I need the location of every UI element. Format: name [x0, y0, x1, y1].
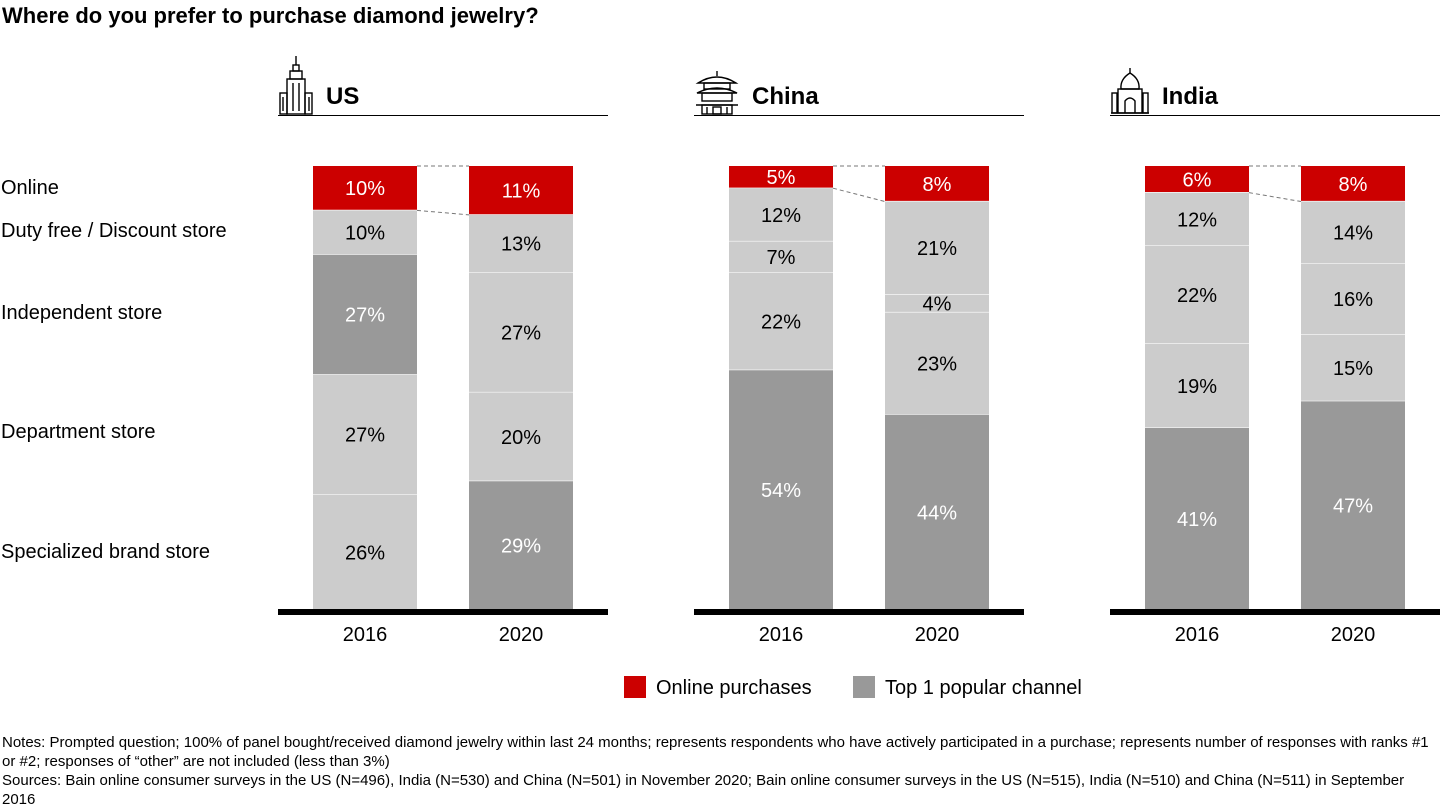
- bar-segment-us-2020-1: [469, 214, 573, 273]
- data-label-china-2016-3: 22%: [761, 311, 801, 333]
- bar-segment-india-2020-3: [1301, 334, 1405, 402]
- data-label-us-2020-0: 11%: [502, 180, 541, 202]
- data-label-china-2020-1: 21%: [917, 238, 957, 260]
- bar-segment-china-2016-2: [729, 241, 833, 273]
- data-label-china-2020-3: 23%: [917, 354, 957, 376]
- bar-segment-india-2016-4: [1145, 427, 1249, 610]
- bar-segment-india-2020-0: [1301, 166, 1405, 202]
- baseline-china: [694, 609, 1024, 615]
- data-label-china-2016-0: 5%: [767, 167, 796, 189]
- row-label-specialized: Specialized brand store: [1, 541, 211, 563]
- footnotes: Notes: Prompted question; 100% of panel …: [2, 733, 1434, 809]
- panel-title-us: US: [326, 83, 360, 110]
- row-label-duty-free: Duty free / Discount store: [1, 220, 227, 242]
- legend-swatch-online: [624, 676, 646, 698]
- bar-segment-us-2016-0: [313, 166, 417, 211]
- data-label-india-2016-4: 41%: [1177, 509, 1217, 531]
- bar-segment-india-2020-4: [1301, 401, 1405, 610]
- data-label-india-2020-2: 16%: [1333, 289, 1373, 311]
- data-label-us-2020-2: 27%: [501, 323, 541, 345]
- data-label-india-2016-2: 22%: [1177, 285, 1217, 307]
- baseline-us: [278, 609, 608, 615]
- data-label-india-2016-1: 12%: [1177, 209, 1217, 231]
- x-tick-label-china-2020: 2020: [915, 624, 960, 646]
- bar-segment-us-2016-1: [313, 210, 417, 255]
- data-label-india-2020-1: 14%: [1333, 223, 1373, 245]
- stacked-bar-charts: 10% 10% 27% 27% 26% 2016 11% 13% 27% 20% 29% 2020 5%…: [278, 165, 1440, 646]
- panel-header-india: India: [1110, 56, 1440, 116]
- data-label-india-2016-0: 6%: [1183, 169, 1212, 191]
- x-tick-label-us-2016: 2016: [343, 624, 388, 646]
- bar-segment-us-2020-4: [469, 481, 573, 610]
- x-tick-label-india-2020: 2020: [1331, 624, 1376, 646]
- data-label-india-2020-3: 15%: [1333, 358, 1373, 380]
- panel-title-india: India: [1162, 83, 1219, 110]
- data-label-us-2020-1: 13%: [501, 234, 541, 256]
- notes-text: Notes: Prompted question; 100% of panel …: [2, 734, 1429, 770]
- panel-title-china: China: [752, 83, 819, 110]
- bar-segment-india-2020-2: [1301, 263, 1405, 335]
- panel-divider: [278, 115, 608, 116]
- bar-segment-us-2020-2: [469, 272, 573, 393]
- bar-segment-us-2016-2: [313, 254, 417, 375]
- bar-segment-china-2016-0: [729, 166, 833, 189]
- bar-segment-china-2020-2: [885, 294, 989, 313]
- data-label-india-2020-0: 8%: [1339, 174, 1368, 196]
- bar-segment-us-2016-3: [313, 374, 417, 495]
- x-tick-label-india-2016: 2016: [1175, 624, 1220, 646]
- chart-title: Where do you prefer to purchase diamond …: [2, 3, 539, 28]
- data-label-india-2020-4: 47%: [1333, 496, 1373, 518]
- bar-segment-china-2016-1: [729, 188, 833, 242]
- data-label-us-2020-3: 20%: [501, 427, 541, 449]
- data-label-china-2020-2: 4%: [923, 294, 952, 316]
- data-label-us-2016-4: 26%: [345, 542, 385, 564]
- row-label-department: Department store: [1, 421, 156, 443]
- online-connector-bottom: [832, 187, 886, 203]
- legend-label-top-channel: Top 1 popular channel: [885, 677, 1082, 699]
- data-label-us-2016-3: 27%: [345, 425, 385, 447]
- data-label-us-2020-4: 29%: [501, 536, 541, 558]
- data-label-us-2016-2: 27%: [345, 305, 385, 327]
- bar-segment-china-2016-3: [729, 272, 833, 371]
- bar-segment-india-2016-2: [1145, 245, 1249, 344]
- online-connector-bottom: [1248, 192, 1302, 203]
- online-connector-bottom: [416, 209, 470, 216]
- bar-segment-china-2020-0: [885, 166, 989, 202]
- bar-segment-china-2020-1: [885, 201, 989, 295]
- legend-label-online: Online purchases: [656, 677, 812, 699]
- data-label-china-2020-0: 8%: [923, 174, 952, 196]
- bar-segment-china-2020-4: [885, 414, 989, 610]
- bar-segment-india-2016-0: [1145, 166, 1249, 193]
- data-label-us-2016-1: 10%: [345, 223, 385, 245]
- data-label-china-2020-4: 44%: [917, 502, 957, 524]
- bar-segment-us-2020-3: [469, 392, 573, 482]
- data-label-china-2016-4: 54%: [761, 480, 801, 502]
- data-label-china-2016-2: 7%: [767, 247, 796, 269]
- panel-divider: [694, 115, 1024, 116]
- bar-segment-china-2016-4: [729, 370, 833, 610]
- x-tick-label-us-2020: 2020: [499, 624, 544, 646]
- row-label-online: Online: [1, 177, 59, 199]
- data-label-us-2016-0: 10%: [345, 178, 385, 200]
- pagoda-icon: [695, 71, 739, 115]
- row-label-independent: Independent store: [1, 302, 163, 324]
- panel-header-china: China: [694, 56, 1024, 116]
- x-tick-label-china-2016: 2016: [759, 624, 804, 646]
- sources-text: Sources: Bain online consumer surveys in…: [2, 772, 1405, 808]
- baseline-india: [1110, 609, 1440, 615]
- panel-divider: [1110, 115, 1440, 116]
- bar-segment-india-2016-1: [1145, 192, 1249, 246]
- bar-segment-us-2016-4: [313, 494, 417, 610]
- bar-segment-india-2020-1: [1301, 201, 1405, 264]
- data-label-china-2016-1: 12%: [761, 205, 801, 227]
- skyscraper-icon: [279, 56, 313, 115]
- taj-mahal-icon: [1111, 68, 1149, 114]
- bar-segment-india-2016-3: [1145, 343, 1249, 428]
- panel-header-us: US: [278, 56, 608, 116]
- data-label-india-2016-3: 19%: [1177, 376, 1217, 398]
- legend-swatch-top-channel: [853, 676, 875, 698]
- bar-segment-us-2020-0: [469, 166, 573, 215]
- bar-segment-china-2020-3: [885, 312, 989, 415]
